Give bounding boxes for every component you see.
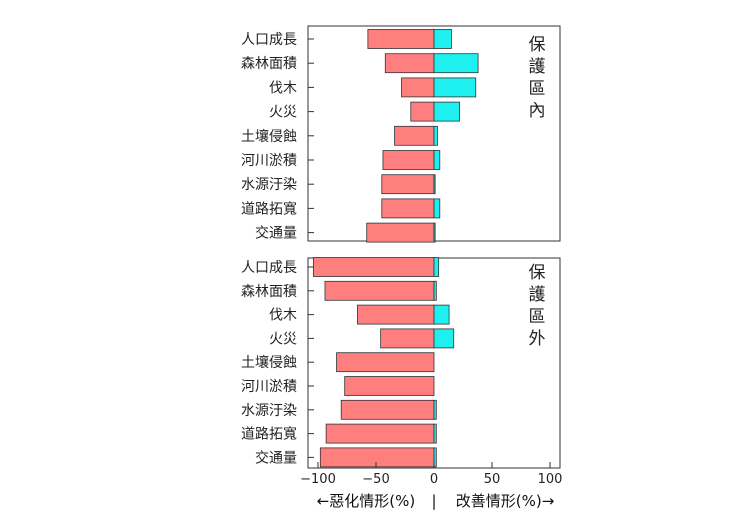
bottom-panel-bars bbox=[312, 257, 455, 468]
side-label-char: 內 bbox=[529, 101, 546, 121]
better-bar bbox=[433, 447, 437, 468]
category-label: 人口成長 bbox=[241, 260, 297, 276]
category-label: 水源汙染 bbox=[241, 403, 297, 419]
x-tick-label: 50 bbox=[484, 472, 501, 487]
better-bar bbox=[433, 125, 438, 146]
category-label: 河川淤積 bbox=[241, 379, 297, 395]
better-bar bbox=[433, 257, 440, 277]
better-bar bbox=[433, 101, 460, 122]
better-bar bbox=[433, 328, 455, 349]
side-label-char: 護 bbox=[529, 285, 546, 305]
better-bar bbox=[433, 423, 437, 444]
better-bar bbox=[433, 174, 436, 195]
side-label-char: 區 bbox=[529, 79, 546, 99]
category-label: 河川淤積 bbox=[241, 153, 297, 169]
side-label-char: 外 bbox=[529, 329, 546, 349]
worse-bar bbox=[344, 376, 435, 396]
category-label: 道路拓寬 bbox=[241, 200, 297, 217]
worse-bar bbox=[312, 257, 435, 277]
category-label: 森林面積 bbox=[241, 284, 297, 300]
side-label-char: 保 bbox=[529, 35, 546, 55]
worse-bar bbox=[382, 150, 435, 170]
x-axis-ticks: −100 −50 0 50 100 bbox=[300, 462, 562, 487]
category-label: 交通量 bbox=[255, 449, 297, 466]
category-label: 伐木 bbox=[269, 308, 297, 324]
category-label: 土壤侵蝕 bbox=[241, 354, 297, 371]
better-bar bbox=[433, 77, 477, 98]
better-bar bbox=[433, 53, 479, 74]
x-tick-label: 100 bbox=[538, 472, 563, 487]
worse-bar bbox=[410, 101, 435, 122]
category-label: 火災 bbox=[269, 331, 297, 347]
better-bar bbox=[433, 222, 436, 243]
worse-bar bbox=[319, 447, 435, 468]
worse-bar bbox=[380, 328, 435, 349]
side-label-char: 區 bbox=[529, 307, 546, 327]
worse-bar bbox=[381, 174, 435, 195]
worse-bar bbox=[367, 29, 435, 49]
worse-bar bbox=[357, 304, 435, 325]
better-bar bbox=[433, 304, 450, 325]
worse-caption: ←惡化情形(%) bbox=[317, 492, 416, 510]
category-label: 火災 bbox=[269, 105, 297, 121]
worse-bar bbox=[324, 280, 435, 301]
worse-bar bbox=[325, 423, 435, 444]
better-bar bbox=[433, 280, 437, 301]
side-label-char: 保 bbox=[529, 263, 546, 283]
category-label: 土壤侵蝕 bbox=[241, 128, 297, 145]
worse-bar bbox=[384, 53, 435, 74]
better-bar bbox=[433, 399, 437, 420]
category-label: 道路拓寬 bbox=[241, 426, 297, 443]
category-label: 交通量 bbox=[255, 225, 297, 242]
worse-bar bbox=[340, 399, 435, 420]
category-label: 水源汙染 bbox=[241, 177, 297, 193]
x-tick-label: 0 bbox=[430, 472, 438, 487]
x-tick-label: −50 bbox=[362, 472, 389, 487]
category-label: 森林面積 bbox=[241, 56, 297, 72]
better-bar bbox=[433, 198, 441, 219]
better-bar bbox=[433, 29, 452, 49]
x-tick-label: −100 bbox=[300, 472, 336, 487]
worse-bar bbox=[336, 352, 435, 373]
caption-divider: | bbox=[431, 492, 436, 510]
better-caption: 改善情形(%)→ bbox=[456, 492, 555, 510]
category-label: 人口成長 bbox=[241, 32, 297, 48]
side-label-char: 護 bbox=[529, 57, 546, 77]
axis-caption: ←惡化情形(%) | 改善情形(%)→ bbox=[317, 492, 555, 510]
worse-bar bbox=[381, 198, 435, 219]
better-bar bbox=[433, 150, 441, 170]
category-label: 伐木 bbox=[269, 80, 297, 96]
worse-bar bbox=[394, 125, 435, 146]
worse-bar bbox=[401, 77, 435, 98]
top-panel-bars bbox=[366, 29, 479, 243]
worse-bar bbox=[366, 222, 435, 243]
